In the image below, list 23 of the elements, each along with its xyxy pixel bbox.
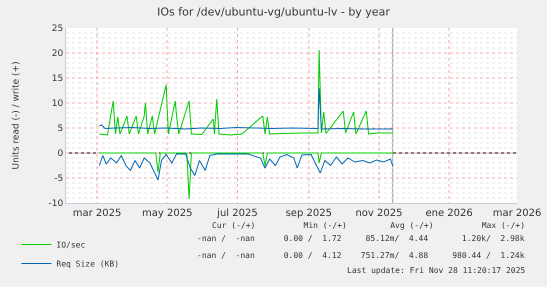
y-tick-label: 10: [52, 99, 64, 110]
x-tick-label: ene 2026: [425, 208, 473, 219]
text: -nan / -nan 0.00 / 4.12 751.27m/ 4.88 980.44 / 1.24k: [197, 251, 525, 260]
legend-label: Req Size (KB): [56, 260, 120, 269]
x-tick-label: mar 2025: [72, 208, 122, 219]
y-tick-label: -10: [48, 199, 64, 210]
y-tick-label: 20: [52, 49, 64, 60]
x-tick-label: may 2025: [142, 208, 192, 219]
x-tick-label: sep 2025: [286, 208, 332, 219]
y-tick-label: -5: [54, 174, 64, 184]
y-tick-label: 15: [52, 74, 64, 84]
y-tick-label: 0: [57, 149, 64, 160]
text: Last update: Fri Nov 28 11:20:17 2025: [347, 266, 526, 275]
text: Cur (-/+) Min (-/+) Avg (-/+) Max (-/+): [212, 221, 526, 230]
chart-title: IOs for /dev/ubuntu-vg/ubuntu-lv - by year: [157, 6, 390, 19]
x-tick-label: mar 2026: [492, 208, 542, 219]
x-tick-label: jul 2025: [216, 208, 258, 219]
legend-label: IO/sec: [56, 240, 86, 250]
y-tick-label: 5: [57, 124, 64, 134]
text: -nan / -nan 0.00 / 1.72 85.12m/ 4.44 1.20k/ 2.98k: [197, 234, 525, 243]
x-tick-label: nov 2025: [355, 208, 402, 219]
y-axis-title: Units read (-) / write (+): [12, 61, 22, 170]
y-tick-label: 25: [52, 24, 64, 34]
